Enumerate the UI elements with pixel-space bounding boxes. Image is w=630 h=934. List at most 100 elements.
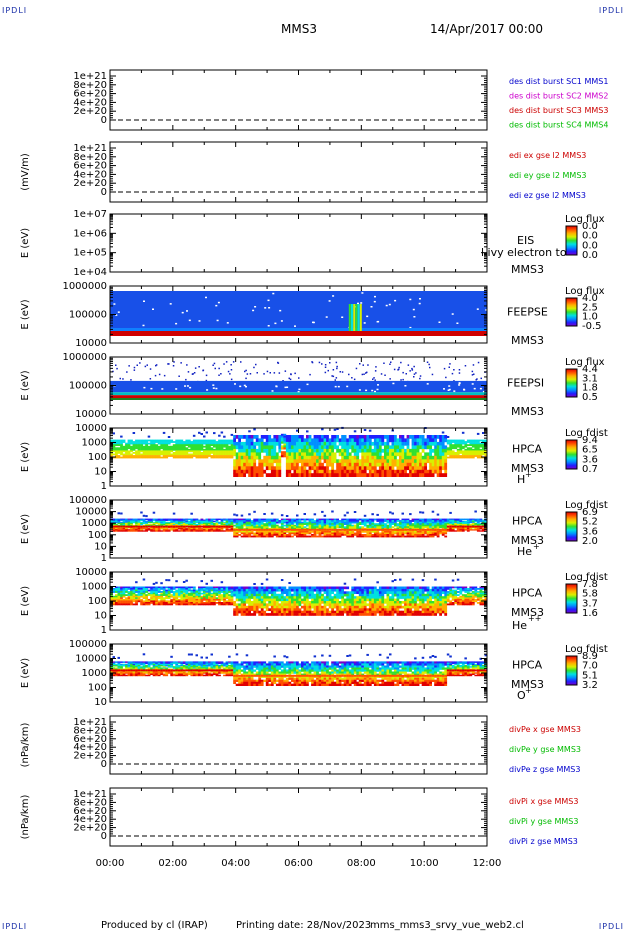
colorbar-title-hpca_o: Log fdist bbox=[565, 644, 608, 655]
ylabel-hpca_h: E (eV) bbox=[20, 442, 31, 472]
species-charge-hpca_h: + bbox=[525, 470, 532, 479]
ytick-hpca_he2-1: 1000 bbox=[82, 582, 107, 593]
inst-label-feepsi: FEEPSI bbox=[507, 377, 544, 390]
colorbar-eis bbox=[565, 225, 578, 256]
colorbar-tick-hpca_he-2: 3.6 bbox=[582, 526, 598, 537]
colorbar-tick-hpca_o-1: 7.0 bbox=[582, 661, 598, 672]
species-charge-hpca_o: + bbox=[525, 686, 532, 695]
ylabel-divpi: (nPa/km) bbox=[20, 795, 31, 840]
legend-edi-2: edi ez gse l2 MMS3 bbox=[509, 191, 586, 200]
colorbar-tick-feepsi-2: 1.8 bbox=[582, 383, 598, 394]
xtick-label-6: 12:00 bbox=[473, 858, 502, 869]
xtick-label-3: 06:00 bbox=[284, 858, 313, 869]
ytick-feepse-2: 10000 bbox=[75, 338, 107, 349]
legend-divpe-1: divPe y gse MMS3 bbox=[509, 745, 581, 754]
ytick-hpca_he-4: 10 bbox=[94, 541, 107, 552]
legend-divpi-2: divPi z gse MMS3 bbox=[509, 837, 578, 846]
species-label-hpca_o: O bbox=[517, 689, 526, 702]
ytick-divpi-5: 0 bbox=[101, 831, 107, 842]
ytick-dist-3: 4e+20 bbox=[73, 97, 107, 108]
inst-mms-label-hpca_he2: MMS3 bbox=[511, 606, 544, 619]
ytick-feepsi-1: 100000 bbox=[69, 381, 107, 392]
inst-label-hpca_he: HPCA bbox=[512, 514, 543, 527]
overlay-label-eis: l ivy electron to bbox=[481, 246, 567, 259]
legend-divpe-0: divPe x gse MMS3 bbox=[509, 725, 581, 734]
spectrogram-hpca_he2 bbox=[110, 578, 488, 616]
colorbar-tick-feepsi-3: 0.5 bbox=[582, 392, 598, 403]
ytick-feepsi-0: 1000000 bbox=[62, 352, 107, 363]
colorbar-tick-hpca_he2-2: 3.7 bbox=[582, 598, 598, 609]
colorbar-tick-hpca_he-0: 6.9 bbox=[582, 507, 598, 518]
ytick-eis-1: 1e+06 bbox=[73, 228, 107, 239]
header-date: 14/Apr/2017 00:00 bbox=[430, 22, 544, 36]
spectrogram-feepse bbox=[110, 291, 488, 336]
colorbar-tick-hpca_o-3: 3.2 bbox=[582, 680, 598, 691]
colorbar-hpca_he2 bbox=[565, 583, 578, 614]
footer-produced-by: Produced by cl (IRAP) bbox=[101, 920, 208, 931]
ytick-hpca_he2-0: 10000 bbox=[75, 567, 107, 578]
ytick-divpe-5: 0 bbox=[101, 759, 107, 770]
xtick-label-2: 04:00 bbox=[221, 858, 250, 869]
colorbar-hpca_o bbox=[565, 655, 578, 686]
colorbar-tick-eis-0: 0.0 bbox=[582, 221, 598, 232]
ytick-hpca_h-4: 1 bbox=[101, 481, 107, 492]
colorbar-tick-eis-2: 0.0 bbox=[582, 240, 598, 251]
header-spacecraft: MMS3 bbox=[281, 22, 317, 36]
ytick-hpca_o-2: 1000 bbox=[82, 668, 107, 679]
ytick-eis-2: 1e+05 bbox=[73, 248, 107, 259]
ylabel-feepsi: E (eV) bbox=[20, 370, 31, 400]
ytick-hpca_he-5: 1 bbox=[101, 553, 107, 564]
ytick-hpca_he2-2: 100 bbox=[88, 596, 107, 607]
species-charge-hpca_he2: ++ bbox=[528, 614, 541, 623]
inst-mms-label-feepsi: MMS3 bbox=[511, 405, 544, 418]
ylabel-hpca_o: E (eV) bbox=[20, 658, 31, 688]
ytick-divpi-2: 6e+20 bbox=[73, 806, 107, 817]
ytick-divpe-0: 1e+21 bbox=[73, 717, 107, 728]
ytick-hpca_h-0: 10000 bbox=[75, 423, 107, 434]
legend-dist-2: des dist burst SC3 MMS3 bbox=[509, 106, 608, 115]
colorbar-tick-hpca_h-0: 9.4 bbox=[582, 435, 598, 446]
legend-divpi-1: divPi y gse MMS3 bbox=[509, 817, 578, 826]
ylabel-divpe: (nPa/km) bbox=[20, 723, 31, 768]
ytick-hpca_he2-3: 10 bbox=[94, 611, 107, 622]
ytick-edi-5: 0 bbox=[101, 187, 107, 198]
ylabel-edi: (mV/m) bbox=[20, 153, 31, 191]
colorbar-title-hpca_he2: Log fdist bbox=[565, 572, 608, 583]
xtick-label-5: 10:00 bbox=[410, 858, 439, 869]
colorbar-title-hpca_he: Log fdist bbox=[565, 500, 608, 511]
inst-label-hpca_he2: HPCA bbox=[512, 586, 543, 599]
inst-label-eis: EIS bbox=[517, 234, 534, 247]
inst-label-feepse: FEEPSE bbox=[507, 306, 548, 319]
inst-mms-label-hpca_he: MMS3 bbox=[511, 534, 544, 547]
panel-frame-dist bbox=[109, 69, 488, 131]
ytick-divpi-3: 4e+20 bbox=[73, 814, 107, 825]
ytick-divpi-0: 1e+21 bbox=[73, 789, 107, 800]
colorbar-title-hpca_h: Log fdist bbox=[565, 428, 608, 439]
ytick-divpi-4: 2e+20 bbox=[73, 823, 107, 834]
ylabel-hpca_he2: E (eV) bbox=[20, 586, 31, 616]
corner-label-top-right: IPDLI bbox=[598, 6, 624, 15]
colorbar-tick-feepsi-1: 3.1 bbox=[582, 373, 598, 384]
corner-label-top-left: IPDLI bbox=[2, 6, 28, 15]
inst-mms-label-eis: MMS3 bbox=[511, 263, 544, 276]
panel-frame-edi bbox=[109, 141, 488, 203]
inst-label-hpca_o: HPCA bbox=[512, 658, 543, 671]
ytick-dist-1: 8e+20 bbox=[73, 80, 107, 91]
xtick-label-0: 00:00 bbox=[96, 858, 125, 869]
ytick-divpe-2: 6e+20 bbox=[73, 734, 107, 745]
colorbar-tick-hpca_h-1: 6.5 bbox=[582, 445, 598, 456]
colorbar-feepse bbox=[565, 297, 578, 327]
colorbar-tick-feepse-3: -0.5 bbox=[582, 321, 602, 332]
ytick-edi-1: 8e+20 bbox=[73, 152, 107, 163]
ytick-hpca_he-2: 1000 bbox=[82, 518, 107, 529]
ytick-hpca_he-1: 10000 bbox=[75, 507, 107, 518]
ytick-dist-2: 6e+20 bbox=[73, 89, 107, 100]
colorbar-tick-hpca_o-0: 8.9 bbox=[582, 651, 598, 662]
ytick-hpca_o-3: 100 bbox=[88, 683, 107, 694]
ytick-divpe-3: 4e+20 bbox=[73, 742, 107, 753]
corner-label-bottom-left: IPDLI bbox=[2, 922, 28, 931]
inst-label-hpca_h: HPCA bbox=[512, 442, 543, 455]
colorbar-tick-feepsi-0: 4.4 bbox=[582, 364, 598, 375]
spectrogram-hpca_he bbox=[110, 510, 488, 538]
spectrogram-feepsi bbox=[110, 361, 487, 400]
